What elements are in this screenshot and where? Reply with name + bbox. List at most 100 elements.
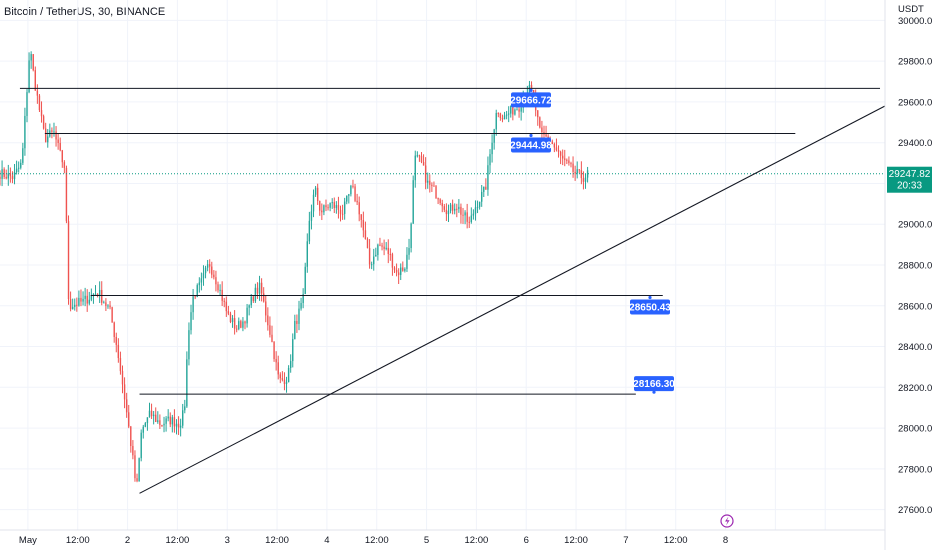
candle-body	[148, 410, 151, 418]
candle-body	[192, 296, 194, 313]
candle-body	[483, 186, 485, 192]
candle-body	[481, 191, 483, 202]
candle-body	[584, 177, 587, 182]
candle-body	[53, 131, 55, 133]
candle-body	[499, 113, 502, 119]
ascending-trendline[interactable]	[139, 105, 886, 494]
candle-body	[184, 406, 186, 411]
candle-body	[497, 113, 500, 115]
candle-body	[339, 209, 342, 214]
candle-body	[101, 289, 103, 303]
candle-body	[433, 185, 435, 187]
candle-body	[385, 247, 387, 249]
candle-body	[1, 169, 3, 179]
candle-body	[15, 168, 18, 173]
candle-body	[34, 70, 36, 91]
candle-body	[325, 205, 327, 208]
level-price-badge[interactable]	[634, 376, 674, 392]
candle-body	[400, 267, 402, 275]
level-price-badge[interactable]	[511, 92, 551, 108]
candle-body	[422, 161, 425, 166]
candle-body	[545, 134, 547, 137]
candle-body	[331, 202, 333, 204]
time-tick-label: 12:00	[664, 535, 688, 546]
candle-body	[437, 198, 439, 200]
lightning-icon[interactable]	[720, 514, 734, 528]
candle-body	[51, 130, 53, 132]
candle-body	[107, 305, 109, 307]
candle-body	[445, 209, 448, 215]
candle-body	[179, 425, 182, 428]
candle-body	[397, 272, 400, 275]
candle-body	[360, 214, 362, 220]
candle-body	[209, 264, 211, 267]
candle-body	[7, 173, 10, 179]
candle-body	[574, 171, 576, 174]
drawings[interactable]: 29666.72 29444.98 28650.43 28166.30	[0, 87, 886, 494]
candle-body	[30, 54, 32, 61]
candle-body	[138, 458, 140, 482]
time-axis[interactable]: May 12:00 2 12:00 3 12:00 4 12:00 5 12:00 6 12:00 7 1…	[0, 529, 885, 546]
candle-body	[368, 248, 371, 265]
time-tick-label: 12:00	[464, 535, 488, 546]
candle-body	[238, 321, 240, 330]
candle-body	[346, 195, 348, 202]
candle-body	[44, 128, 47, 143]
candle-body	[337, 205, 340, 210]
candle-body	[501, 118, 504, 120]
candle-body	[300, 303, 302, 309]
candle-body	[92, 294, 95, 296]
candle-body	[539, 117, 541, 128]
candle-body	[105, 302, 107, 306]
candle-body	[86, 295, 88, 304]
candle-body	[262, 293, 265, 302]
candle-body	[283, 379, 286, 384]
last-price-badge	[887, 166, 932, 193]
candle-body	[458, 206, 460, 210]
candle-body	[88, 299, 90, 304]
candle-body	[96, 293, 99, 295]
candle-body	[74, 304, 76, 307]
candle-body	[194, 296, 196, 298]
candle-body	[117, 344, 120, 359]
candle-body	[229, 313, 232, 323]
candle-body	[161, 425, 163, 427]
candle-body	[375, 254, 377, 257]
candle-body	[576, 169, 578, 174]
level-price-badge[interactable]	[630, 299, 670, 315]
candle-body	[28, 60, 30, 93]
candle-body	[379, 244, 381, 246]
candle-body	[582, 178, 585, 182]
candle-body	[225, 301, 228, 312]
candle-body	[312, 194, 315, 212]
candle-body	[472, 213, 475, 216]
candle-body	[173, 417, 176, 427]
candle-body	[333, 202, 335, 209]
time-tick-label: 12:00	[265, 535, 289, 546]
candle-body	[478, 201, 481, 207]
candle-body	[47, 136, 49, 143]
candle-body	[350, 185, 352, 195]
candle-body	[271, 334, 273, 342]
candle-body	[298, 308, 300, 324]
price-tick-label: 29000.00	[898, 220, 932, 231]
last-price-value: 29247.82	[889, 169, 931, 180]
price-axis[interactable]: USDT 30000.00 29800.00 29600.00 29400.00 292…	[884, 0, 932, 550]
candle-body	[211, 266, 213, 275]
candle-body	[146, 417, 149, 424]
level-price-badge[interactable]	[511, 137, 551, 153]
level-anchor-dot	[652, 390, 656, 394]
candle-body	[377, 244, 379, 255]
candle-body	[115, 336, 117, 345]
candle-body	[474, 207, 477, 214]
price-tick-label: 29400.00	[898, 138, 932, 149]
candle-body	[82, 298, 84, 302]
candle-body	[142, 426, 144, 433]
candle-body	[507, 113, 510, 115]
price-tick-label: 28200.00	[898, 383, 932, 394]
candle-body	[260, 282, 263, 294]
candle-body	[327, 207, 329, 209]
candle-body	[42, 116, 45, 129]
candle-body	[258, 282, 261, 294]
